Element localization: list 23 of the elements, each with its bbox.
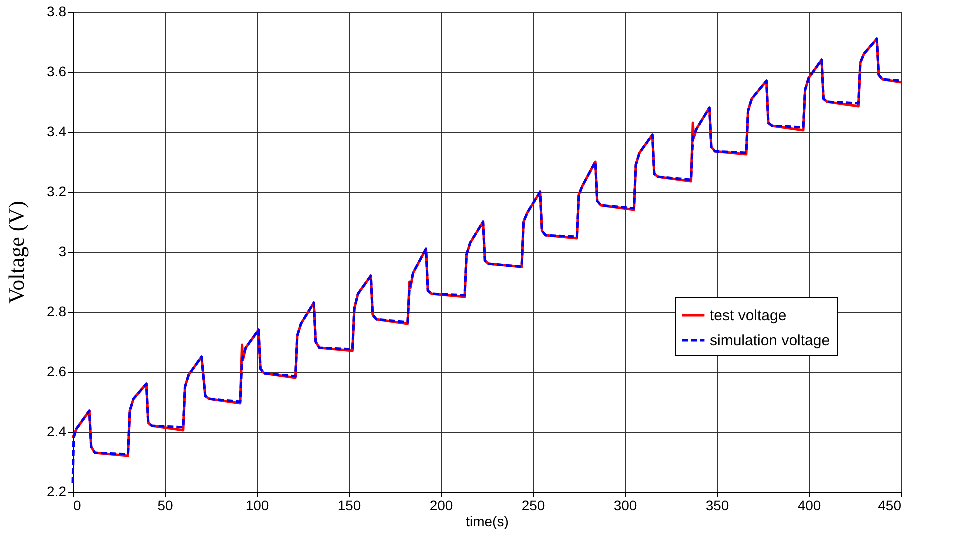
x-tick-label: 100 bbox=[246, 498, 270, 514]
x-tick-label: 350 bbox=[706, 498, 730, 514]
x-tick-label: 0 bbox=[74, 498, 82, 514]
x-axis-title: time(s) bbox=[466, 514, 509, 530]
y-tick-label: 2.6 bbox=[47, 364, 67, 380]
x-tick-label: 300 bbox=[614, 498, 638, 514]
x-tick-label: 200 bbox=[430, 498, 454, 514]
x-tick-label: 400 bbox=[798, 498, 822, 514]
y-tick-label: 3.6 bbox=[47, 64, 67, 80]
y-tick-label: 3.2 bbox=[47, 184, 67, 200]
legend-label: test voltage bbox=[710, 308, 787, 324]
x-tick-label: 150 bbox=[338, 498, 362, 514]
legend-label: simulation voltage bbox=[710, 332, 830, 350]
y-tick-label: 3 bbox=[58, 244, 67, 260]
y-tick-label: 3.4 bbox=[47, 124, 67, 140]
y-tick-label: 2.2 bbox=[47, 484, 67, 500]
x-tick-label: 250 bbox=[522, 498, 546, 514]
x-tick-label: 50 bbox=[158, 498, 174, 514]
y-axis-title: Voltage (V) bbox=[4, 201, 30, 304]
y-tick-label: 2.8 bbox=[47, 304, 67, 320]
x-tick-label: 450 bbox=[878, 498, 902, 514]
y-tick-label: 2.4 bbox=[47, 424, 67, 440]
y-tick-label: 3.8 bbox=[47, 4, 67, 20]
